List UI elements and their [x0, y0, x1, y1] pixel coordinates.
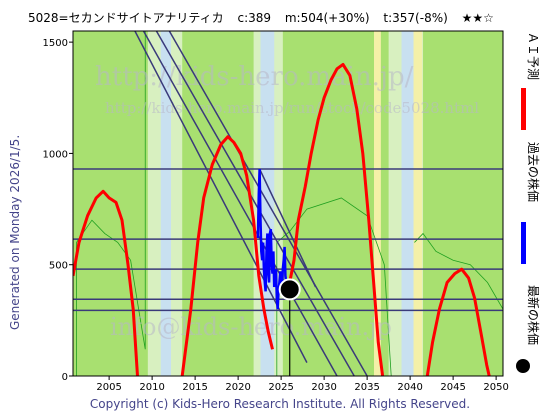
current-price: c:389 [237, 11, 272, 25]
legend-latest-swatch [516, 359, 530, 373]
x-tick-label: 2020 [225, 382, 250, 393]
target-price: t:357(-8%) [383, 11, 448, 25]
legend-past-swatch [521, 222, 526, 264]
y-tick-label: 1000 [43, 149, 68, 160]
ai-forecast-line [180, 135, 274, 376]
y-tick-label: 1500 [43, 38, 68, 49]
latest-price-marker [278, 278, 301, 301]
watermark-code-url: http://kids-hero.main.jp/run/stock/code5… [105, 99, 479, 117]
legend-ai-swatch [521, 88, 526, 130]
y-tick-label: 0 [62, 372, 68, 383]
plot-frame [72, 30, 504, 377]
x-tick-label: 2035 [354, 382, 379, 393]
legend: ＡＩ予測 過去の株価 最新の株価 [516, 32, 541, 373]
x-tick-label: 2010 [139, 382, 164, 393]
past-price-line [256, 168, 290, 310]
x-tick-label: 2045 [440, 382, 465, 393]
y-tick-label: 500 [49, 261, 68, 272]
diagonal-trend-line [142, 31, 338, 376]
legend-latest-label: 最新の株価 [526, 285, 541, 345]
chart-header: 5028=セカンドサイトアナリティカ c:389 m:504(+30%) t:3… [28, 9, 494, 26]
legend-ai-label: ＡＩ予測 [526, 32, 540, 80]
x-tick-label: 2025 [268, 382, 293, 393]
x-tick-label: 2050 [483, 382, 508, 393]
x-tick-label: 2005 [96, 382, 121, 393]
background-band-yellow [374, 31, 381, 376]
copyright-footer: Copyright (c) Kids-Hero Research Institu… [89, 397, 471, 411]
background-band-yellow [413, 31, 423, 376]
diagonal-trend-line [168, 31, 368, 376]
background-band-blue [160, 31, 172, 376]
ai-forecast-line [425, 267, 491, 376]
legend-past-label: 過去の株価 [526, 142, 541, 202]
thin-green-line [276, 197, 392, 376]
watermark-url: http://kids-hero.main.jp/ [95, 62, 414, 92]
thin-green-line [414, 232, 503, 310]
diagonal-trend-line [155, 31, 355, 376]
ai-forecast-line [73, 189, 139, 376]
mean-price: m:504(+30%) [284, 11, 370, 25]
x-tick-label: 2040 [397, 382, 422, 393]
rating-stars: ★★☆ [461, 11, 494, 25]
x-tick-label: 2030 [311, 382, 336, 393]
background-band-blue [401, 31, 414, 376]
background-green [73, 31, 503, 376]
diagonal-trend-line [258, 168, 317, 288]
ai-forecast-line [288, 62, 385, 376]
code-name: 5028=セカンドサイトアナリティカ [28, 11, 224, 25]
x-tick-label: 2015 [182, 382, 207, 393]
watermark-email: info@kids-hero.main.jp [110, 313, 392, 341]
